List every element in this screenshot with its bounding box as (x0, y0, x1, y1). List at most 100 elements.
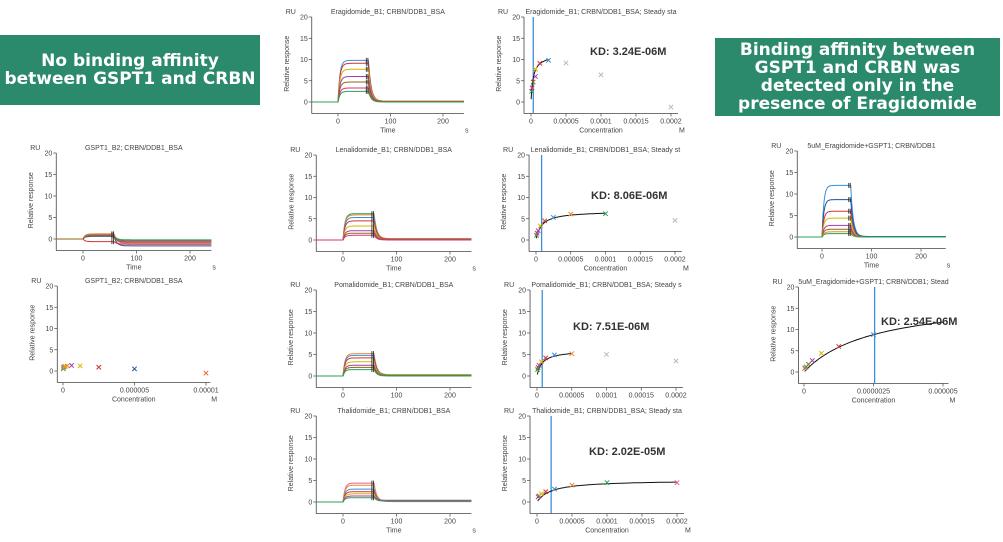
data-point (604, 480, 610, 486)
x-tick-label: 0 (336, 119, 340, 126)
chart-title: Lenalidomide_B1; CRBN/DDB1_BSA (336, 147, 453, 154)
y-tick-label: 5 (308, 478, 312, 485)
kd-value-label: KD: 7.51E-06M (573, 321, 649, 333)
data-point (537, 223, 543, 229)
sensorgram-curve (316, 497, 472, 503)
x-tick-label: 0.0001 (596, 519, 618, 526)
y-axis-label: Relative response (769, 170, 776, 226)
y-tick-label: 5 (522, 352, 526, 359)
chart-title: 5uM_Eragidomide+GSPT1; CRBN/DDB1; Stead (798, 279, 948, 286)
x-unit-label: M (211, 397, 217, 404)
data-point (598, 72, 604, 78)
chart-title: Pomalidomide_B1; CRBN/DDB1_BSA; Steady s (531, 282, 682, 289)
y-tick-label: 20 (785, 149, 793, 156)
x-tick-label: 0.00015 (629, 519, 654, 526)
data-point (529, 85, 535, 91)
y-unit-label: RU (30, 145, 40, 152)
y-tick-label: 20 (304, 153, 312, 160)
y-tick-label: 0 (522, 374, 526, 381)
sensorgram-curve (56, 235, 212, 243)
chart-6: Pomalidomide_B1; CRBN/DDB1_BSA RU Relative… (288, 282, 472, 400)
sensorgram-curve (316, 484, 472, 503)
x-tick-label: 0 (802, 389, 806, 396)
x-tick-label: 0 (341, 257, 345, 264)
x-tick-label: 0.000005 (120, 388, 149, 395)
y-tick-label: 15 (518, 309, 526, 316)
y-tick-label: 20 (304, 288, 312, 295)
y-axis-label: Relative response (496, 36, 503, 92)
y-unit-label: RU (504, 408, 514, 415)
data-point (569, 482, 575, 488)
data-point (870, 332, 877, 338)
y-tick-label: 15 (785, 170, 793, 177)
y-tick-label: 5 (304, 78, 308, 85)
data-point (96, 364, 102, 370)
sensorgram-curve (797, 217, 946, 238)
y-tick-label: 20 (518, 414, 526, 421)
y-tick-label: 0 (48, 237, 52, 244)
x-axis-label: Time (864, 263, 879, 270)
banner-left-text: No binding affinity between GSPT1 and CR… (4, 51, 256, 89)
data-point (672, 217, 678, 224)
data-point (69, 362, 75, 369)
chart-title: 5uM_Eragidomide+GSPT1; CRBN/DDB1 (807, 143, 935, 150)
x-axis-label: Concentration (579, 128, 623, 135)
y-unit-label: RU (771, 143, 781, 150)
data-point (77, 363, 83, 369)
y-tick-label: 20 (517, 153, 525, 160)
chart-title: Eragidomide_B1; CRBN/DDB1_BSA (331, 9, 445, 16)
x-tick-label: 100 (391, 257, 403, 264)
x-axis-label: Concentration (584, 266, 628, 273)
data-point (602, 211, 609, 217)
y-unit-label: RU (31, 278, 41, 285)
data-point (543, 355, 549, 361)
x-tick-label: 100 (866, 254, 878, 261)
chart-11: 5uM_Eragidomide+GSPT1; CRBN/DDB1; Stead R… (770, 279, 957, 405)
x-tick-label: 100 (131, 256, 143, 263)
x-tick-label: 0.00005 (559, 393, 584, 400)
data-point (673, 358, 679, 364)
chart-title: Thalidomide_B1; CRBN/DDB1_BSA (337, 408, 450, 415)
y-tick-label: 20 (44, 151, 52, 158)
data-point (836, 343, 842, 350)
data-point (603, 351, 610, 358)
y-tick-label: 10 (304, 195, 312, 202)
y-unit-label: RU (290, 282, 300, 289)
kd-value-label: KD: 8.06E-06M (591, 190, 667, 202)
sensorgram-curve (316, 225, 472, 241)
data-point (532, 73, 538, 80)
y-unit-label: RU (503, 147, 513, 154)
data-point (131, 366, 138, 372)
y-tick-label: 5 (308, 352, 312, 359)
sensorgram-curve (797, 199, 946, 238)
y-axis-label: Relative response (29, 305, 36, 361)
y-tick-label: 5 (789, 213, 793, 220)
y-tick-label: 15 (787, 306, 795, 313)
x-tick-label: 100 (391, 393, 403, 400)
sensorgram-curve (316, 220, 472, 241)
data-point (551, 486, 558, 492)
y-tick-label: 15 (45, 305, 53, 312)
kd-value-label: KD: 2.02E-05M (589, 446, 665, 458)
sensorgram-curve (797, 233, 946, 238)
data-point (542, 218, 548, 224)
fit-curve (537, 481, 677, 502)
y-axis-label: Relative response (502, 435, 509, 491)
sensorgram-curve (311, 87, 464, 103)
y-tick-label: 10 (44, 194, 52, 201)
x-tick-label: 200 (444, 257, 456, 264)
x-axis-label: Time (386, 266, 401, 273)
y-unit-label: RU (290, 147, 300, 154)
x-unit-label: s (472, 266, 476, 273)
y-tick-label: 20 (45, 284, 53, 291)
x-tick-label: 0 (534, 257, 538, 264)
kd-value-label: KD: 3.24E-06M (590, 46, 666, 58)
y-tick-label: 15 (300, 36, 308, 43)
sensorgram-curve (311, 62, 464, 103)
chart-9: Thalidomide_B1; CRBN/DDB1_BSA; Steady st… (502, 408, 691, 535)
y-tick-label: 20 (304, 414, 312, 421)
y-tick-label: 15 (304, 435, 312, 442)
y-tick-label: 10 (304, 331, 312, 338)
x-tick-label: 0 (341, 519, 345, 526)
chart-title: GSPT1_B2; CRBN/DDB1_BSA (85, 145, 183, 152)
